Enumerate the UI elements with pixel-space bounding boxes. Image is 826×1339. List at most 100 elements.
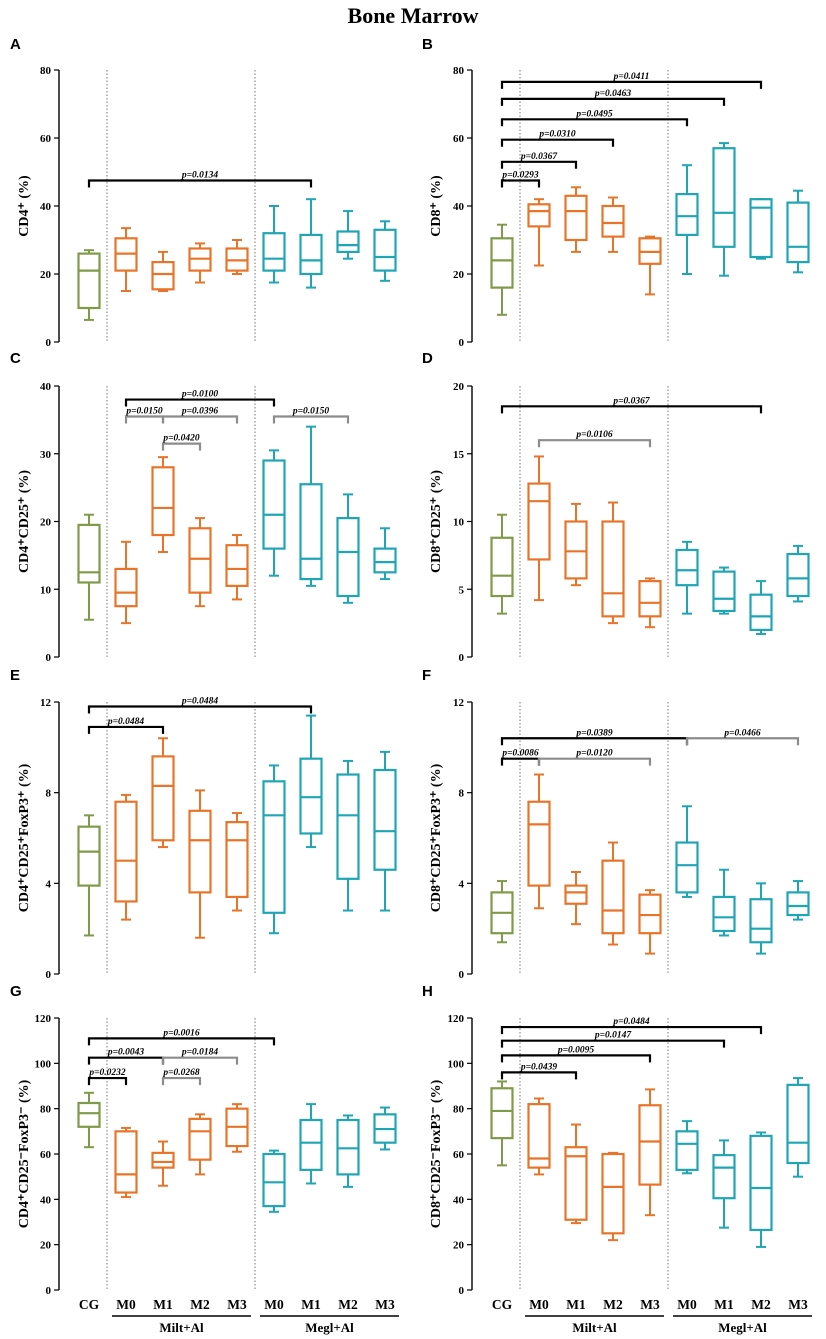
p-value-label: p=0.0367 [520,152,559,162]
box-m1-6 [712,1139,736,1229]
iqr-box [151,755,175,842]
box-m1-6 [712,566,736,615]
box-m3-8 [786,1077,810,1178]
y-tick-label: 120 [35,1013,52,1025]
iqr-box [299,757,323,835]
y-tick-label: 40 [40,381,52,393]
figure-title: Bone Marrow [348,3,479,28]
bracket-line [537,439,652,448]
y-tick-label: 40 [40,201,52,213]
iqr-box [601,859,625,935]
y-tick-label: 0 [46,969,52,981]
box-m1-2 [564,186,588,253]
iqr-box [564,884,588,905]
box-m0-1 [114,793,138,921]
p-value-label: p=0.0420 [162,434,200,444]
p-value-label: p=0.0293 [501,171,539,181]
iqr-box [336,773,360,880]
box-m0-5 [262,1149,286,1213]
y-tick-label: 0 [46,652,52,664]
y-tick-label: 60 [453,133,465,145]
box-m2-3 [601,841,625,946]
y-tick-label: 5 [459,584,465,596]
iqr-box [749,1134,773,1232]
significance-bracket: p=0.0396 [161,406,239,424]
y-axis-label: CD8⁺CD25⁺ (%) [429,470,444,573]
significance-bracket: p=0.0016 [87,1028,276,1046]
box-m3-8 [373,220,397,282]
box-m2-3 [188,242,212,284]
category-label: M1 [566,1297,586,1312]
box-m3-8 [786,880,810,921]
y-axis-label: CD4⁺CD25⁺ (%) [17,470,32,573]
bracket-line [87,1076,128,1086]
y-tick-label: 4 [459,878,465,890]
bracket-line [161,415,239,424]
box-cg-0 [490,880,514,944]
box-m0-5 [675,164,699,275]
bracket-line [87,725,165,734]
iqr-box [749,198,773,259]
iqr-box [490,1087,514,1140]
p-value-label: p=0.0310 [538,130,576,140]
box-m1-6 [299,1103,323,1185]
y-axis-label: CD8⁺CD25⁺FoxP3⁺ (%) [429,763,444,912]
iqr-box [77,825,101,887]
box-m1-6 [712,142,736,277]
bracket-line [500,118,689,127]
p-value-label: p=0.0147 [594,1031,633,1041]
box-m2-7 [336,493,360,604]
iqr-box [638,893,662,935]
y-tick-label: 60 [453,1149,465,1161]
box-m3-4 [638,889,662,955]
box-m3-8 [786,189,810,274]
significance-bracket: p=0.0293 [500,171,541,188]
iqr-box [527,800,551,887]
iqr-box [786,552,810,598]
bracket-line [124,398,276,407]
iqr-box [373,547,397,574]
y-tick-label: 12 [453,697,465,709]
p-value-label: p=0.0120 [575,749,613,759]
box-cg-0 [77,1091,101,1149]
group-label: Milt+Al [572,1320,617,1335]
box-m1-2 [564,1123,588,1225]
box-m3-4 [225,239,249,275]
iqr-box [638,580,662,618]
category-label: M1 [714,1297,734,1312]
box-m2-7 [336,210,360,260]
iqr-box [188,809,212,894]
iqr-box [712,570,736,613]
p-value-label: p=0.0411 [613,72,650,82]
iqr-box [151,261,175,291]
bracket-line [500,80,763,89]
iqr-box [564,194,588,242]
p-value-label: p=0.0484 [612,1017,650,1027]
box-m2-7 [749,580,773,635]
category-label: M3 [227,1297,247,1312]
bracket-line [87,1056,165,1065]
x-axis-h: CG M0 M1 M2 M3 M0 M1 M2 M3 Milt+Al Megl+Al [492,1297,812,1335]
y-axis-label: CD4⁺CD25⁺FoxP3⁺ (%) [17,763,32,912]
y-tick-label: 80 [40,1104,52,1116]
iqr-box [188,527,212,594]
category-label: M3 [375,1297,395,1312]
y-tick-label: 20 [453,381,465,393]
box-m1-2 [151,250,175,292]
bracket-line [500,1054,652,1063]
iqr-box [527,482,551,561]
bracket-line [272,415,350,424]
category-label: M3 [640,1297,660,1312]
category-label: M2 [751,1297,771,1312]
panel-label: B [422,36,433,53]
significance-bracket: p=0.0484 [500,1017,763,1035]
significance-bracket: p=0.0484 [87,717,165,734]
box-m2-3 [188,789,212,939]
iqr-box [786,201,810,264]
y-tick-label: 20 [453,1240,465,1252]
iqr-box [373,228,397,272]
significance-bracket: p=0.0411 [500,72,763,89]
p-value-label: p=0.0232 [88,1068,126,1078]
iqr-box [114,567,138,608]
box-m0-5 [262,205,286,284]
